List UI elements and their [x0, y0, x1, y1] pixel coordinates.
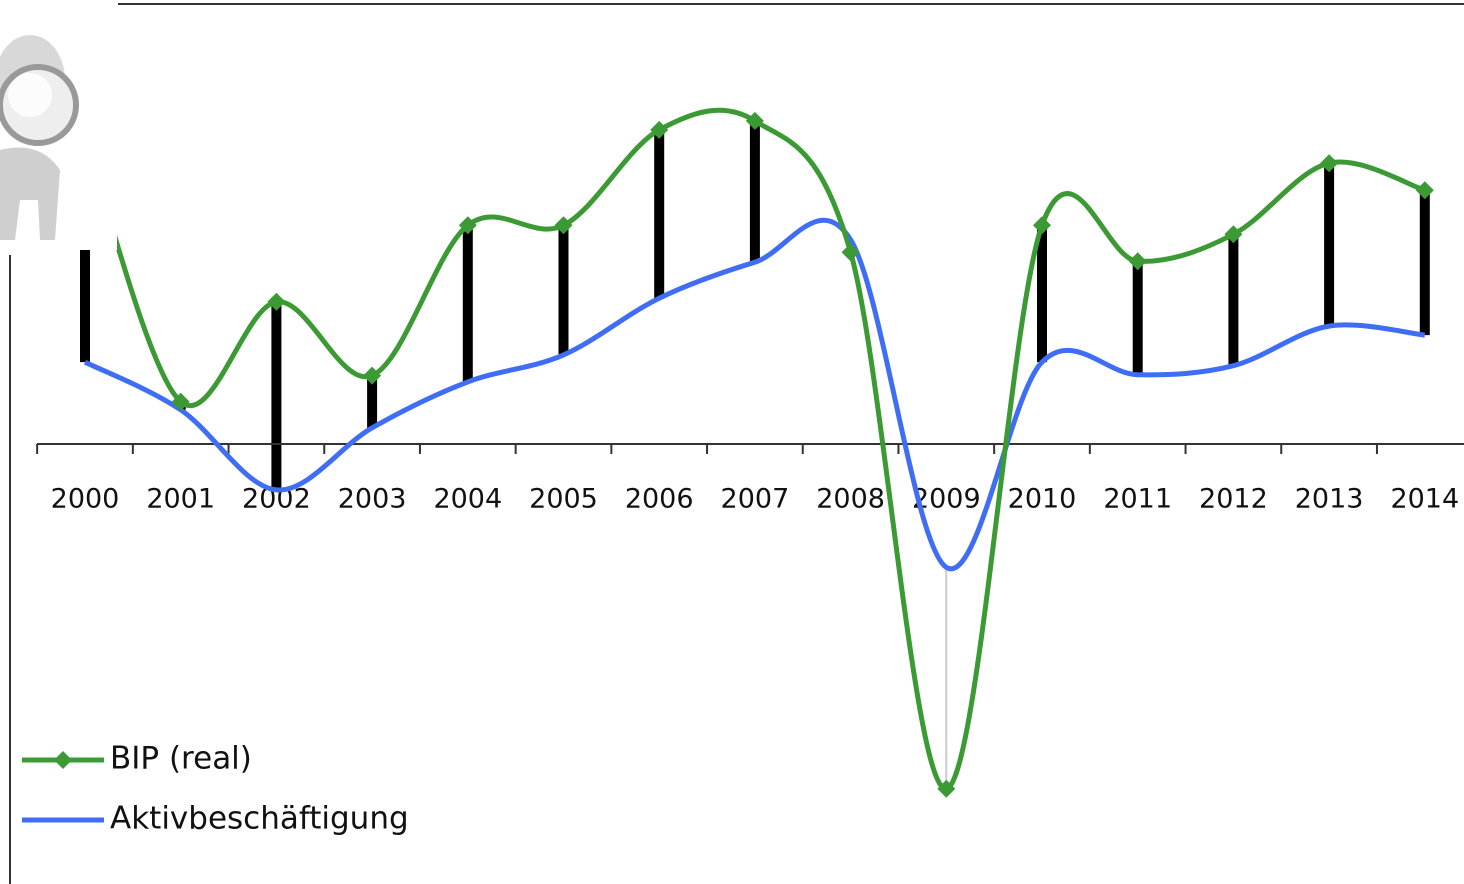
marker	[745, 111, 764, 130]
x-tick-label: 2014	[1390, 484, 1459, 515]
marker	[937, 779, 956, 798]
x-tick-label: 2001	[146, 484, 215, 515]
legend-label: BIP (real)	[110, 741, 252, 777]
legend-marker	[54, 751, 72, 769]
mascot	[0, 0, 117, 250]
x-tick-label: 2000	[51, 484, 120, 515]
x-tick-label: 2006	[625, 484, 694, 515]
x-tick-label: 2004	[433, 484, 502, 515]
x-tick-label: 2007	[721, 484, 790, 515]
marker	[841, 243, 860, 262]
marker	[458, 216, 477, 235]
marker	[1033, 216, 1051, 235]
marker	[1224, 225, 1243, 244]
x-tick-label: 2008	[816, 484, 885, 515]
x-tick-label: 2010	[1008, 484, 1077, 515]
plot-area: 2000 2001 2002 2003 2004 2005 2006 2007 2008 2009…	[36, 107, 1464, 798]
marker	[1415, 181, 1434, 200]
x-tick-label: 2013	[1295, 484, 1364, 515]
marker	[554, 216, 573, 235]
x-tick-label: 2005	[529, 484, 598, 515]
x-tick-label: 2011	[1103, 484, 1172, 515]
marker	[171, 392, 190, 411]
series-line	[83, 217, 1426, 572]
marker	[1320, 154, 1339, 173]
marker	[363, 366, 382, 385]
marker	[1128, 252, 1147, 271]
x-tick-label: 2003	[338, 484, 407, 515]
legend-label: Aktivbeschäftigung	[110, 801, 409, 837]
marker	[650, 120, 669, 139]
x-tick-label: 2012	[1199, 484, 1268, 515]
legend: BIP (real) Aktivbeschäftigung	[22, 741, 409, 837]
marker	[267, 292, 286, 311]
